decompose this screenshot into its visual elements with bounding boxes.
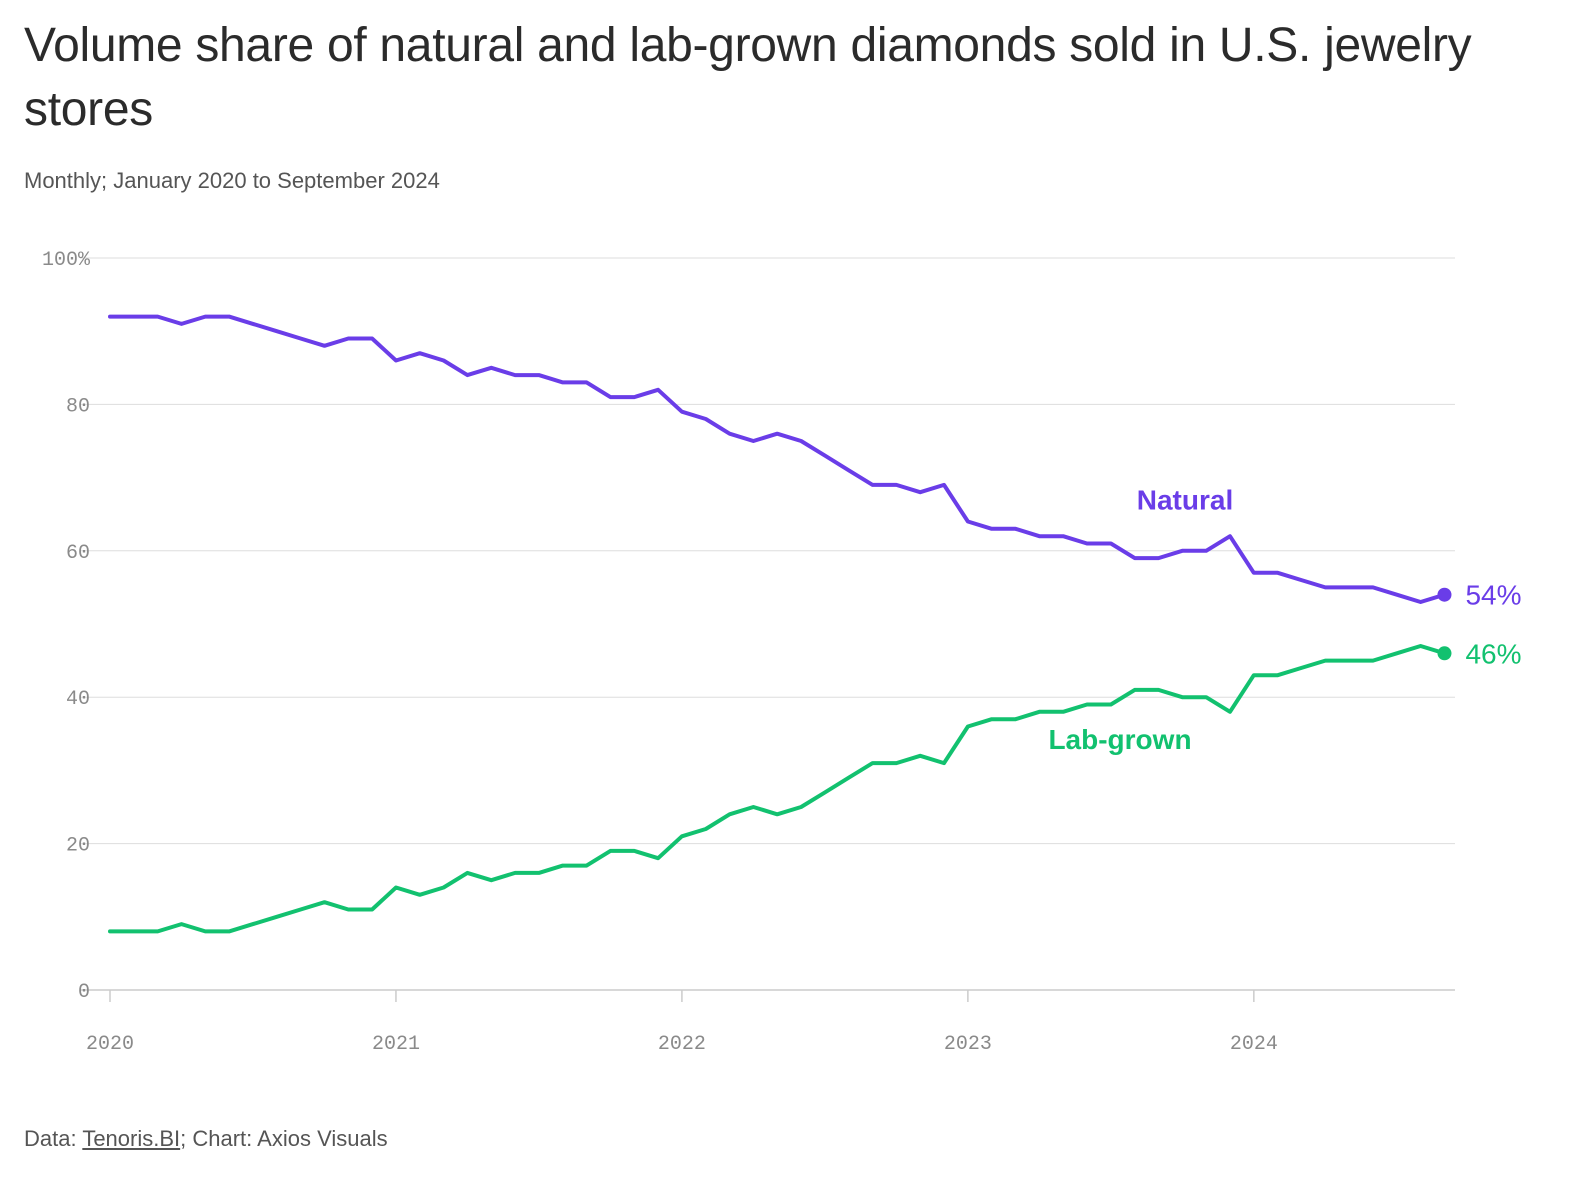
x-tick-label: 2020 bbox=[86, 1033, 134, 1056]
source-link[interactable]: Tenoris.BI bbox=[82, 1126, 181, 1151]
lab-grown-line bbox=[108, 644, 1447, 934]
lab-grown-end-label: 46% bbox=[1465, 638, 1521, 669]
footer-data-prefix: Data: bbox=[24, 1126, 83, 1151]
chart-subtitle: Monthly; January 2020 to September 2024 bbox=[24, 168, 440, 193]
line-chart: 100% 80 60 40 20 0 2020 2021 2022 2023 2024 54% 46%… bbox=[42, 249, 1522, 1056]
series-lines bbox=[108, 314, 1452, 934]
lab-grown-end-point bbox=[1437, 646, 1452, 661]
chart-credit: ; Chart: Axios Visuals bbox=[180, 1126, 388, 1151]
y-tick-label: 100% bbox=[42, 249, 91, 272]
y-tick-label: 20 bbox=[66, 835, 90, 858]
natural-line bbox=[108, 314, 1447, 604]
y-tick-label: 60 bbox=[66, 542, 90, 565]
natural-series-label: Natural bbox=[1137, 485, 1233, 516]
natural-end-label: 54% bbox=[1465, 580, 1521, 611]
y-tick-label: 80 bbox=[66, 395, 90, 418]
lab-grown-series-label: Lab-grown bbox=[1048, 724, 1191, 755]
x-tick-label: 2021 bbox=[372, 1033, 420, 1056]
natural-end-point bbox=[1437, 587, 1452, 602]
chart-footer: Data: Tenoris.BI; Chart: Axios Visuals bbox=[24, 1124, 388, 1154]
y-tick-label: 0 bbox=[78, 981, 90, 1004]
y-tick-label: 40 bbox=[66, 688, 90, 711]
axes: 100% 80 60 40 20 0 2020 2021 2022 2023 2024 bbox=[42, 249, 1278, 1056]
chart-title: Volume share of natural and lab-grown di… bbox=[24, 19, 1472, 136]
x-tick-label: 2024 bbox=[1230, 1033, 1278, 1056]
x-tick-label: 2023 bbox=[944, 1033, 992, 1056]
x-tick-label: 2022 bbox=[658, 1033, 706, 1056]
gridlines bbox=[80, 257, 1455, 991]
series-labels: 54% 46% Natural Lab-grown bbox=[1048, 485, 1521, 755]
